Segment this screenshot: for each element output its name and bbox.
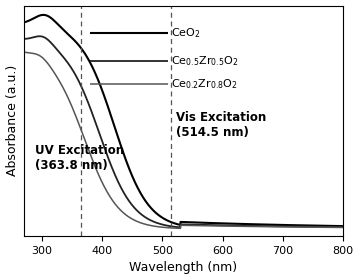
X-axis label: Wavelength (nm): Wavelength (nm) <box>130 262 238 274</box>
Text: Vis Excitation
(514.5 nm): Vis Excitation (514.5 nm) <box>176 111 266 139</box>
Text: Ce$_{0.2}$Zr$_{0.8}$O$_2$: Ce$_{0.2}$Zr$_{0.8}$O$_2$ <box>172 77 238 91</box>
Y-axis label: Absorbance (a.u.): Absorbance (a.u.) <box>5 65 19 176</box>
Text: CeO$_2$: CeO$_2$ <box>172 26 201 40</box>
Text: UV Excitation
(363.8 nm): UV Excitation (363.8 nm) <box>35 144 124 172</box>
Text: Ce$_{0.5}$Zr$_{0.5}$O$_2$: Ce$_{0.5}$Zr$_{0.5}$O$_2$ <box>172 54 239 68</box>
